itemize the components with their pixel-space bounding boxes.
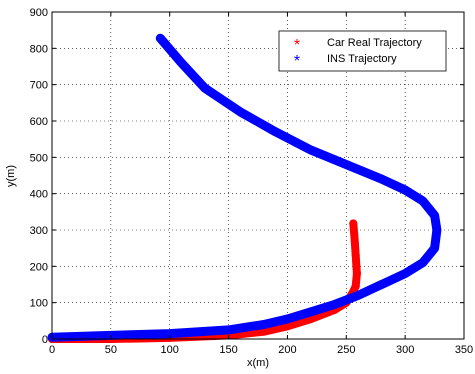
y-tick-label: 800 (30, 43, 48, 55)
series-1 (47, 33, 442, 342)
legend: * Car Real Trajectory * INS Trajectory (278, 30, 447, 72)
data-point (283, 322, 292, 331)
y-tick-label: 900 (30, 7, 48, 19)
data-point (430, 211, 439, 220)
data-point (259, 327, 268, 336)
data-point (177, 58, 186, 67)
legend-label-ins: INS Trajectory (327, 53, 397, 65)
data-point (307, 146, 315, 155)
data-point (165, 329, 174, 338)
data-point (401, 186, 410, 194)
data-point (377, 280, 386, 289)
x-tick-label: 50 (105, 344, 117, 356)
y-tick-label: 0 (42, 334, 48, 346)
legend-box (278, 30, 447, 72)
x-tick-label: 100 (161, 344, 179, 356)
legend-marker-ins: * (294, 53, 300, 70)
data-point (330, 300, 339, 309)
data-point (156, 34, 165, 43)
x-tick-label: 300 (396, 344, 414, 356)
data-point (352, 269, 361, 278)
data-point (224, 325, 233, 334)
y-axis-title: y(m) (5, 165, 17, 187)
data-point (377, 175, 386, 184)
data-point (430, 244, 439, 253)
data-point (283, 315, 292, 323)
y-tick-label: 100 (30, 298, 48, 310)
x-axis-title: x(m) (247, 357, 269, 369)
data-point (350, 233, 359, 242)
data-point (418, 196, 427, 205)
x-tick-label: 250 (337, 344, 355, 356)
y-tick-label: 200 (30, 261, 48, 273)
data-point (201, 84, 209, 93)
data-point (307, 307, 315, 316)
y-tick-label: 500 (30, 152, 48, 164)
data-point (432, 226, 441, 234)
grid (52, 12, 464, 339)
x-tick-label: 150 (219, 344, 237, 356)
data-point (351, 251, 360, 260)
data-point (259, 320, 268, 329)
series-layer (47, 33, 442, 343)
y-tick-label: 400 (30, 189, 48, 201)
data-point (418, 258, 427, 267)
data-point (342, 160, 351, 169)
data-point (271, 127, 280, 136)
data-point (351, 282, 360, 291)
data-point (349, 219, 358, 228)
data-point (401, 269, 410, 278)
y-tick-label: 700 (30, 80, 48, 92)
legend-label-car-real: Car Real Trajectory (327, 37, 422, 49)
y-tick-label: 600 (30, 116, 48, 128)
y-tick-label: 300 (30, 225, 48, 237)
data-point (354, 291, 363, 300)
x-tick-label: 0 (49, 344, 55, 356)
axis-ticks: 0 50 100 150 200 250 300 350 0 100 200 300 400 500 600… (30, 7, 474, 356)
plot-frame (51, 11, 465, 340)
legend-marker-car-real: * (294, 37, 300, 54)
x-tick-label: 200 (278, 344, 296, 356)
x-tick-label: 350 (455, 344, 473, 356)
data-point (236, 107, 245, 116)
